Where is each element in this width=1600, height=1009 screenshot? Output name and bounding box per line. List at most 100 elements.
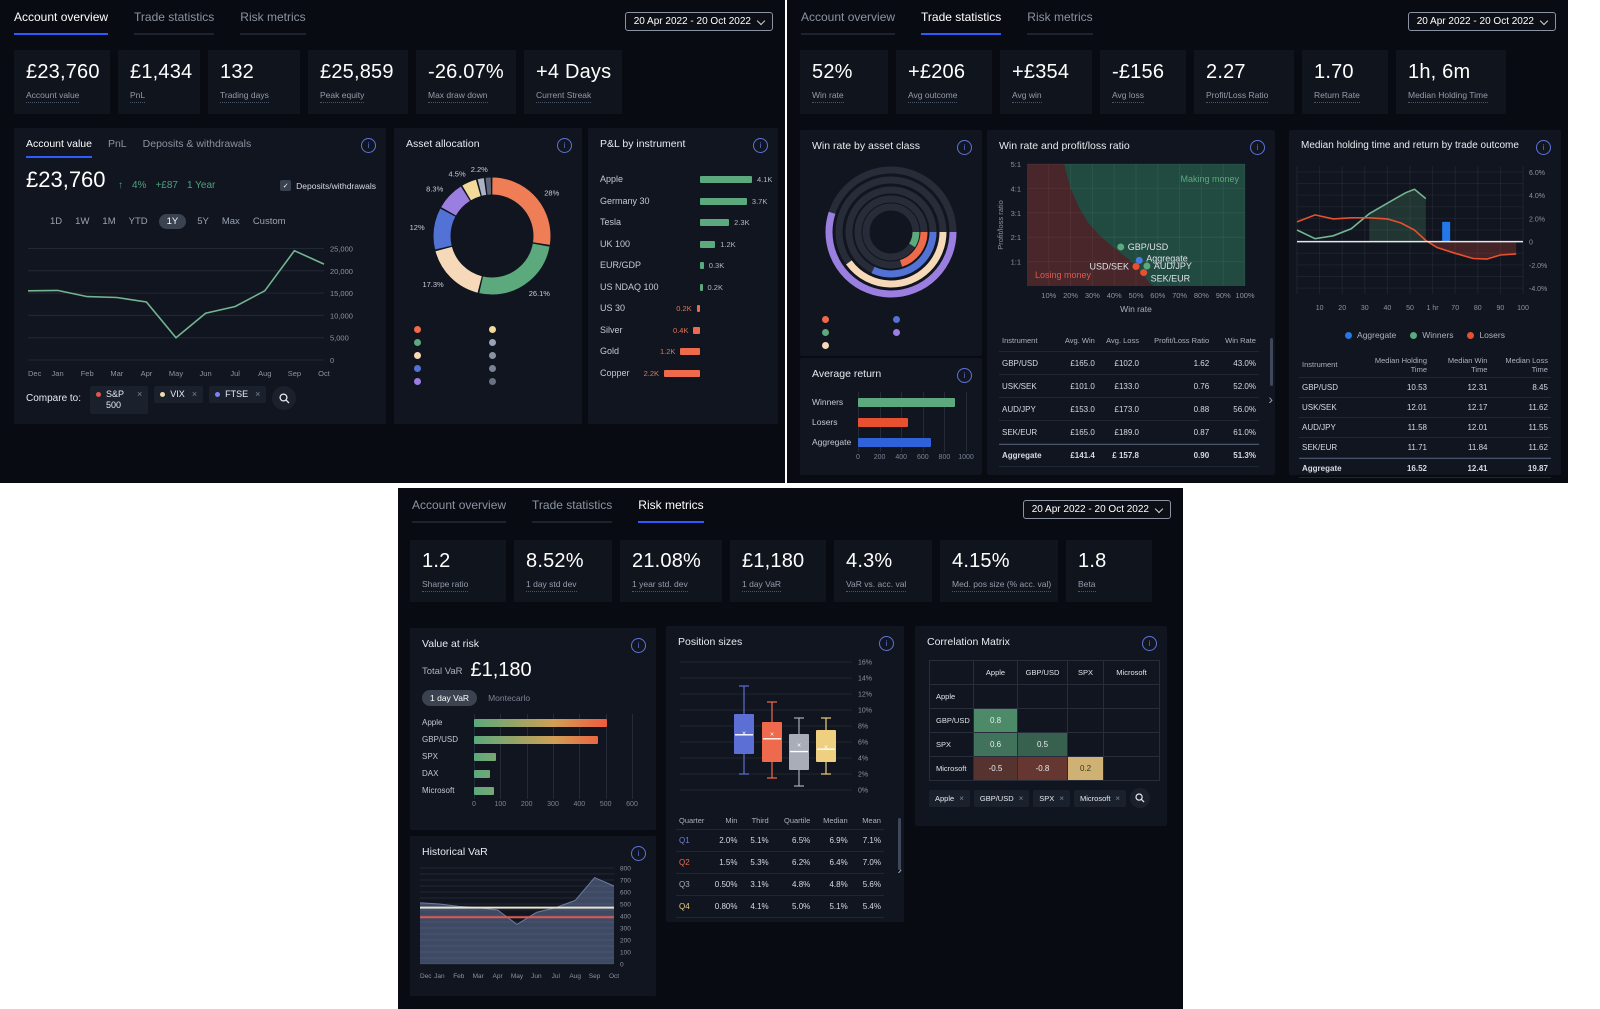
info-icon[interactable]: i — [631, 638, 646, 653]
gridline — [605, 714, 607, 799]
close-icon[interactable]: × — [1115, 793, 1121, 803]
range-1d[interactable]: 1D — [50, 216, 63, 227]
filter-chip-gbp-usd[interactable]: GBP/USD × — [973, 789, 1030, 807]
var-row-apple: Apple — [422, 714, 634, 731]
kpi-value: 2.27 — [1206, 61, 1246, 83]
toggle-1-day-var[interactable]: 1 day VaR — [422, 690, 478, 706]
svg-text:2.2%: 2.2% — [471, 165, 488, 174]
cell: 12.01 — [1406, 403, 1428, 412]
legend-dot-icon — [1345, 331, 1353, 339]
position-sizes-table: Quarter Min Third Quartile Median Mean Q1 2.0% 5… — [676, 812, 884, 918]
close-icon[interactable]: × — [1059, 793, 1064, 803]
kpi-value: 1.2 — [422, 550, 451, 572]
svg-text:USD/SEK: USD/SEK — [1089, 261, 1129, 271]
range-5y[interactable]: 5Y — [197, 216, 209, 227]
scrollbar-thumb[interactable] — [1270, 338, 1273, 386]
toggle-montecarlo[interactable]: Montecarlo — [488, 693, 531, 703]
info-icon[interactable]: i — [879, 636, 894, 651]
pnl-value: 3.7K — [751, 196, 768, 206]
chevron-right-icon[interactable]: › — [1268, 391, 1273, 407]
cell: 1.5% — [719, 858, 738, 867]
card-title: Win rate and profit/loss ratio — [999, 140, 1130, 152]
checkbox-label: Deposits/withdrawals — [296, 180, 376, 191]
svg-text:Jul: Jul — [230, 369, 240, 378]
tick-label: 500 — [599, 801, 612, 808]
info-icon[interactable]: i — [361, 138, 376, 153]
svg-text:10%: 10% — [858, 708, 872, 715]
table-row: USK/SEK 12.01 12.17 11.62 — [1299, 398, 1551, 418]
range-1y[interactable]: 1Y — [158, 214, 187, 229]
filter-chip-spx[interactable]: SPX × — [1033, 789, 1070, 807]
kpi-value: +£206 — [908, 61, 966, 83]
info-icon[interactable]: i — [557, 138, 572, 153]
range-1m[interactable]: 1M — [102, 216, 116, 227]
info-icon[interactable]: i — [1142, 636, 1157, 651]
date-range-picker[interactable]: 20 Apr 2022 - 20 Oct 2022 — [1407, 12, 1556, 31]
tab-trade-statistics[interactable]: Trade statistics — [921, 10, 1002, 35]
tab-account-overview[interactable]: Account overview — [14, 10, 109, 35]
range-custom[interactable]: Custom — [252, 216, 286, 227]
svg-text:Profit/loss ratio: Profit/loss ratio — [996, 200, 1005, 250]
subtab-account-value[interactable]: Account value — [26, 138, 92, 158]
search-button[interactable] — [1130, 788, 1151, 808]
close-icon[interactable]: × — [137, 389, 143, 399]
tab-risk-metrics[interactable]: Risk metrics — [1027, 10, 1093, 35]
date-range-picker[interactable]: 20 Apr 2022 - 20 Oct 2022 — [1022, 500, 1171, 519]
legend-dot-icon — [893, 316, 900, 323]
close-icon[interactable]: × — [1018, 793, 1024, 803]
tab-trade-statistics[interactable]: Trade statistics — [532, 498, 613, 523]
kpi-label: 1 day VaR — [742, 579, 782, 592]
tab-trade-statistics[interactable]: Trade statistics — [134, 10, 215, 35]
tab-risk-metrics[interactable]: Risk metrics — [240, 10, 306, 35]
scrollbar-thumb[interactable] — [898, 818, 901, 870]
tab-account-overview[interactable]: Account overview — [801, 10, 896, 35]
holding-times-table: Instrument Median Holding Time Median Win … — [1299, 352, 1551, 478]
pnl-bar — [700, 197, 747, 205]
info-icon[interactable]: i — [753, 138, 768, 153]
matrix-cell: -0.8 — [1018, 757, 1068, 781]
range-ytd[interactable]: YTD — [128, 216, 148, 227]
cell: 4.1% — [750, 902, 769, 911]
search-button[interactable] — [272, 386, 297, 410]
matrix-cell: 0.8 — [974, 709, 1018, 733]
close-icon[interactable]: × — [959, 793, 964, 803]
legend-dot-icon — [1467, 331, 1475, 339]
info-icon[interactable]: i — [957, 368, 972, 383]
tab-account-overview[interactable]: Account overview — [412, 498, 507, 523]
svg-text:700: 700 — [620, 878, 631, 885]
range-1w[interactable]: 1W — [75, 216, 90, 227]
compare-chip-vix[interactable]: VIX × — [154, 386, 204, 403]
filter-chip-apple[interactable]: Apple × — [929, 789, 970, 807]
instrument-label: Tesla — [600, 217, 622, 227]
tab-risk-metrics[interactable]: Risk metrics — [638, 498, 704, 523]
info-icon[interactable]: i — [1250, 140, 1265, 155]
legend-dot-icon — [489, 378, 496, 385]
deposits-withdrawals-checkbox[interactable]: ✓ Deposits/withdrawals — [280, 180, 376, 191]
close-icon[interactable]: × — [191, 389, 198, 399]
win-rate-rings-chart — [825, 166, 957, 298]
subtab-pnl[interactable]: PnL — [107, 138, 127, 150]
cell: 0.87 — [1193, 427, 1210, 437]
info-icon[interactable]: i — [631, 846, 646, 861]
matrix-row-header: SPX — [930, 733, 974, 757]
compare-chip-s-p-500[interactable]: S&P 500 × — [90, 386, 149, 414]
chip-label: FTSE — [225, 389, 249, 399]
svg-text:60%: 60% — [1150, 291, 1165, 300]
cell: £133.0 — [1114, 381, 1139, 391]
subtab-deposits-withdrawals[interactable]: Deposits & withdrawals — [142, 138, 252, 150]
table-header-row: Instrument Avg. Win Avg. Loss Profit/Loss R… — [999, 330, 1259, 352]
info-icon[interactable]: i — [1536, 140, 1551, 155]
instrument-label: DAX — [422, 769, 439, 778]
instrument-stats-table: Instrument Avg. Win Avg. Loss Profit/Loss R… — [999, 330, 1259, 467]
pnl-row-gold: Gold 1.2K — [600, 342, 770, 364]
svg-text:Dec: Dec — [420, 973, 432, 980]
info-icon[interactable]: i — [957, 140, 972, 155]
close-icon[interactable]: × — [255, 389, 261, 399]
date-range-picker[interactable]: 20 Apr 2022 - 20 Oct 2022 — [624, 12, 773, 31]
series-dot-icon — [96, 392, 102, 397]
range-max[interactable]: Max — [221, 216, 240, 227]
change-period: 1 Year — [186, 180, 216, 191]
filter-chip-microsoft[interactable]: Microsoft × — [1073, 789, 1127, 807]
compare-chip-ftse[interactable]: FTSE × — [209, 386, 267, 403]
compare-row: Compare to: S&P 500 × VIX × FTSE × — [26, 386, 297, 414]
